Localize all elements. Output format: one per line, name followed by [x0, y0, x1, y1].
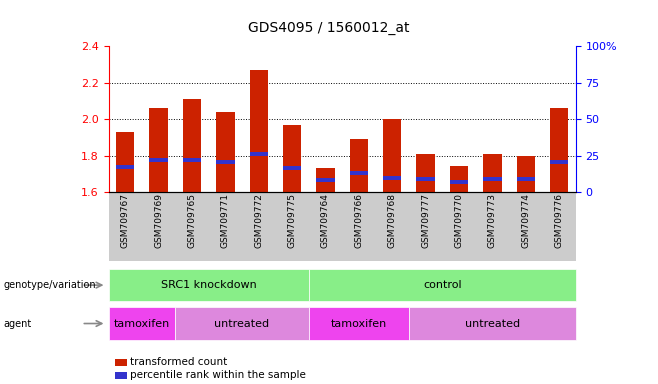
Bar	[316, 168, 335, 192]
Bar	[216, 160, 234, 164]
Text: tamoxifen: tamoxifen	[114, 318, 170, 329]
Bar	[450, 167, 468, 192]
Bar	[116, 132, 134, 192]
Bar	[316, 178, 335, 182]
Text: agent: agent	[3, 318, 32, 329]
Bar	[216, 112, 234, 192]
Text: percentile rank within the sample: percentile rank within the sample	[130, 370, 306, 380]
Text: transformed count: transformed count	[130, 358, 228, 367]
Bar	[417, 177, 435, 181]
Bar	[550, 108, 569, 192]
Bar	[249, 70, 268, 192]
Text: GDS4095 / 1560012_at: GDS4095 / 1560012_at	[248, 21, 410, 35]
Bar	[149, 158, 168, 162]
Text: untreated: untreated	[215, 318, 270, 329]
Text: untreated: untreated	[465, 318, 520, 329]
Bar	[483, 177, 501, 181]
Bar	[116, 165, 134, 169]
Bar	[183, 158, 201, 162]
Bar	[283, 166, 301, 170]
Bar	[550, 160, 569, 164]
Text: genotype/variation: genotype/variation	[3, 280, 96, 290]
Bar	[149, 108, 168, 192]
Bar	[517, 156, 535, 192]
Bar	[349, 139, 368, 192]
Text: SRC1 knockdown: SRC1 knockdown	[161, 280, 257, 290]
Text: control: control	[423, 280, 461, 290]
Bar	[283, 124, 301, 192]
Bar	[417, 154, 435, 192]
Bar	[183, 99, 201, 192]
Text: tamoxifen: tamoxifen	[331, 318, 387, 329]
Bar	[450, 180, 468, 184]
Bar	[517, 177, 535, 181]
Bar	[349, 170, 368, 175]
Bar	[483, 154, 501, 192]
Bar	[249, 152, 268, 156]
Bar	[383, 119, 401, 192]
Bar	[383, 176, 401, 180]
